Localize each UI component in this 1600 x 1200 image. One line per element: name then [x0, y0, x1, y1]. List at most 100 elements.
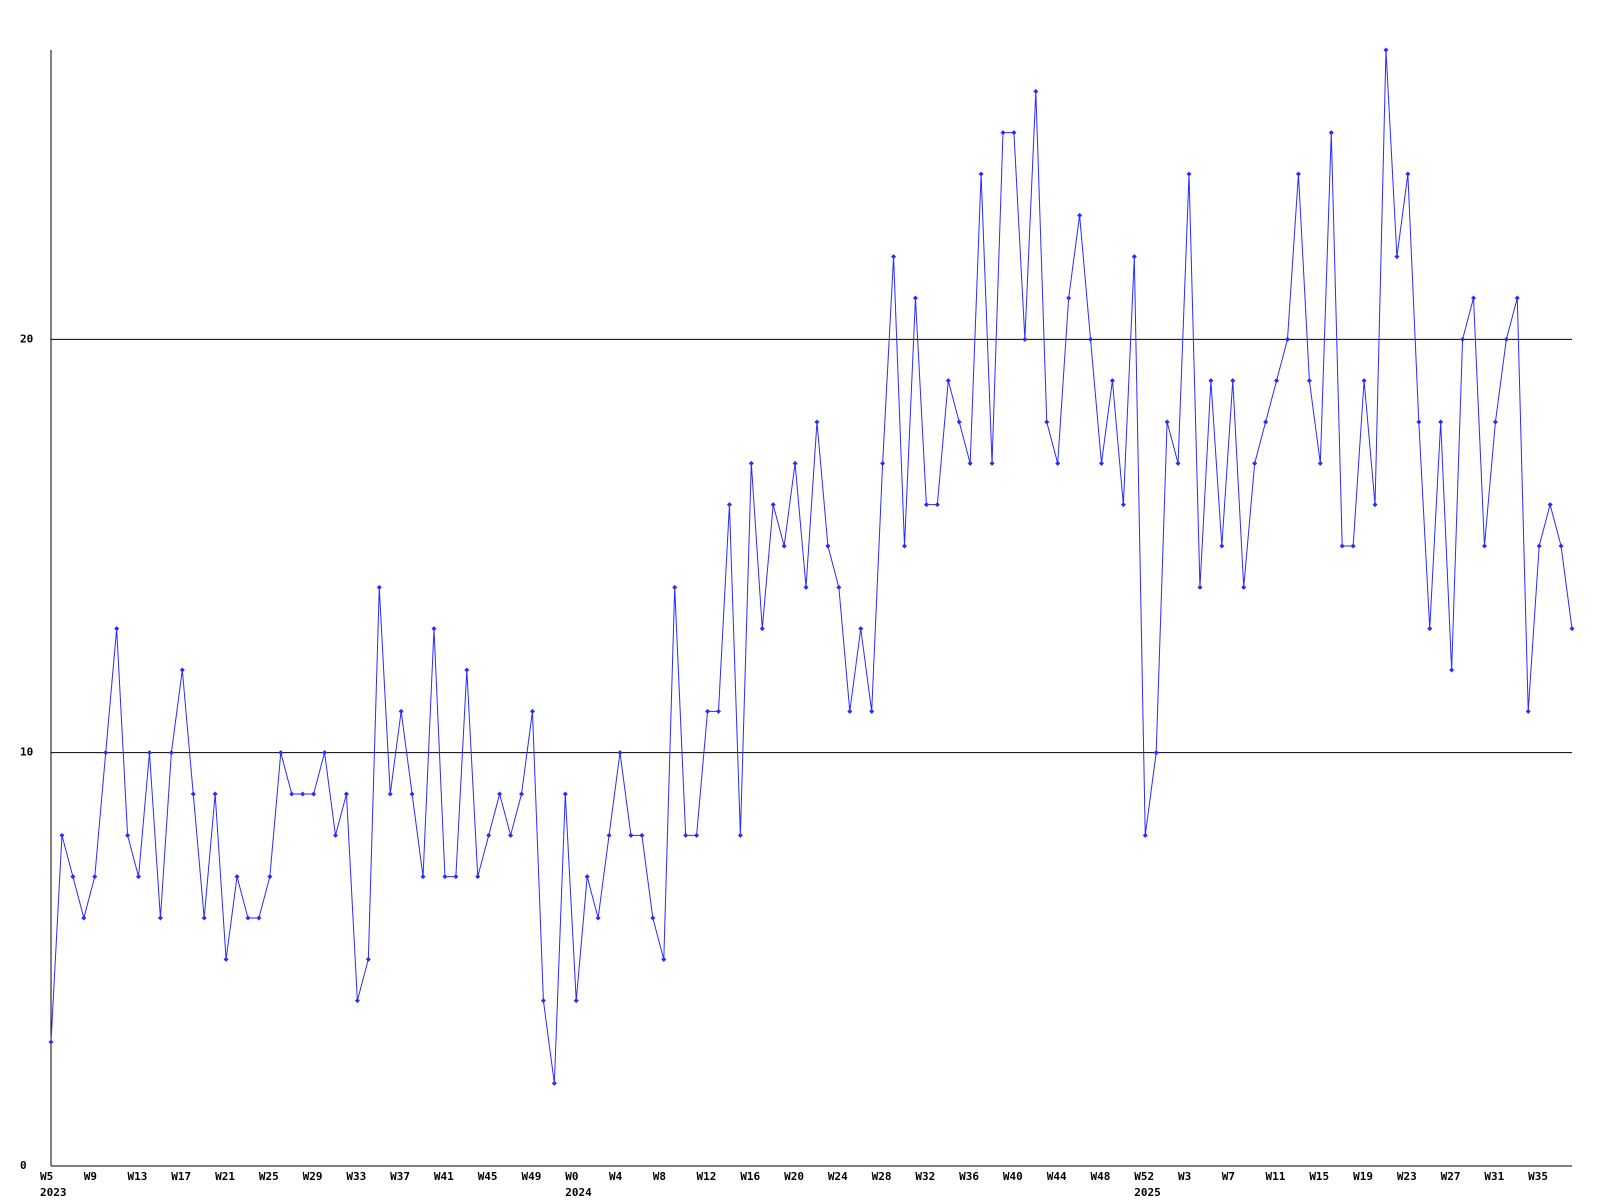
data-point [420, 874, 426, 880]
data-point [715, 708, 721, 714]
data-point [1569, 626, 1575, 632]
x-tick-label: W41 [434, 1170, 454, 1183]
data-point [978, 171, 984, 177]
data-point [1416, 419, 1422, 425]
data-point [201, 915, 207, 921]
data-point [1186, 171, 1192, 177]
data-point [1241, 584, 1247, 590]
x-tick-label: W28 [872, 1170, 892, 1183]
data-point [869, 708, 875, 714]
data-point [1317, 460, 1323, 466]
data-point [114, 626, 120, 632]
data-point [1284, 336, 1290, 342]
data-point [529, 708, 535, 714]
x-tick-label: W40 [1003, 1170, 1023, 1183]
data-point [1438, 419, 1444, 425]
data-point [606, 832, 612, 838]
x-tick-label: W7 [1222, 1170, 1235, 1183]
data-point [1011, 130, 1017, 136]
x-tick-label: W44 [1047, 1170, 1067, 1183]
data-point [1033, 88, 1039, 94]
data-point [891, 254, 897, 260]
data-point [1394, 254, 1400, 260]
x-tick-label: W48 [1090, 1170, 1110, 1183]
data-point [1153, 750, 1159, 756]
data-point [584, 874, 590, 880]
data-point [278, 750, 284, 756]
data-point [103, 750, 109, 756]
data-point [81, 915, 87, 921]
data-point [497, 791, 503, 797]
data-point [945, 378, 951, 384]
data-point [354, 998, 360, 1004]
data-point [442, 874, 448, 880]
data-point [1427, 626, 1433, 632]
data-point [1306, 378, 1312, 384]
x-tick-label: W20 [784, 1170, 804, 1183]
data-point [48, 1039, 54, 1045]
data-point [70, 874, 76, 880]
x-tick-label: W13 [128, 1170, 148, 1183]
x-tick-label: W52 [1134, 1170, 1154, 1183]
data-point [1503, 336, 1509, 342]
data-point [814, 419, 820, 425]
data-point [880, 460, 886, 466]
data-point [508, 832, 514, 838]
data-point [1328, 130, 1334, 136]
x-year-label: 2024 [565, 1186, 592, 1199]
data-point [223, 956, 229, 962]
data-point [1492, 419, 1498, 425]
data-point [1109, 378, 1115, 384]
data-point [902, 543, 908, 549]
data-point [967, 460, 973, 466]
data-point [168, 750, 174, 756]
data-point [92, 874, 98, 880]
data-point [803, 584, 809, 590]
data-point [300, 791, 306, 797]
data-point [1088, 336, 1094, 342]
x-tick-label: W0 [565, 1170, 578, 1183]
data-point [1142, 832, 1148, 838]
data-point [1230, 378, 1236, 384]
data-point [1361, 378, 1367, 384]
data-point [376, 584, 382, 590]
data-point [1536, 543, 1542, 549]
x-tick-label: W25 [259, 1170, 279, 1183]
data-point [1295, 171, 1301, 177]
data-point [1022, 336, 1028, 342]
x-year-label: 2025 [1134, 1186, 1161, 1199]
data-point [683, 832, 689, 838]
data-point [333, 832, 339, 838]
y-tick-label: 10 [20, 746, 33, 759]
x-tick-label: W19 [1353, 1170, 1373, 1183]
data-point [234, 874, 240, 880]
x-tick-label: W21 [215, 1170, 235, 1183]
data-point [256, 915, 262, 921]
data-point [639, 832, 645, 838]
data-point [1098, 460, 1104, 466]
data-point [672, 584, 678, 590]
x-tick-label: W9 [84, 1170, 97, 1183]
data-point [1514, 295, 1520, 301]
data-point [1208, 378, 1214, 384]
data-point [289, 791, 295, 797]
data-point [1525, 708, 1531, 714]
x-tick-label: W33 [346, 1170, 366, 1183]
x-tick-label: W31 [1484, 1170, 1504, 1183]
data-point [59, 832, 65, 838]
data-point [464, 667, 470, 673]
x-tick-label: W5 [40, 1170, 53, 1183]
data-point [737, 832, 743, 838]
x-tick-label: W12 [697, 1170, 717, 1183]
data-point [781, 543, 787, 549]
data-point [551, 1080, 557, 1086]
data-point [705, 708, 711, 714]
series-line [50, 49, 1573, 1084]
data-point [409, 791, 415, 797]
data-point [650, 915, 656, 921]
data-point [1471, 295, 1477, 301]
data-point [179, 667, 185, 673]
x-tick-label: W8 [653, 1170, 666, 1183]
data-point [431, 626, 437, 632]
